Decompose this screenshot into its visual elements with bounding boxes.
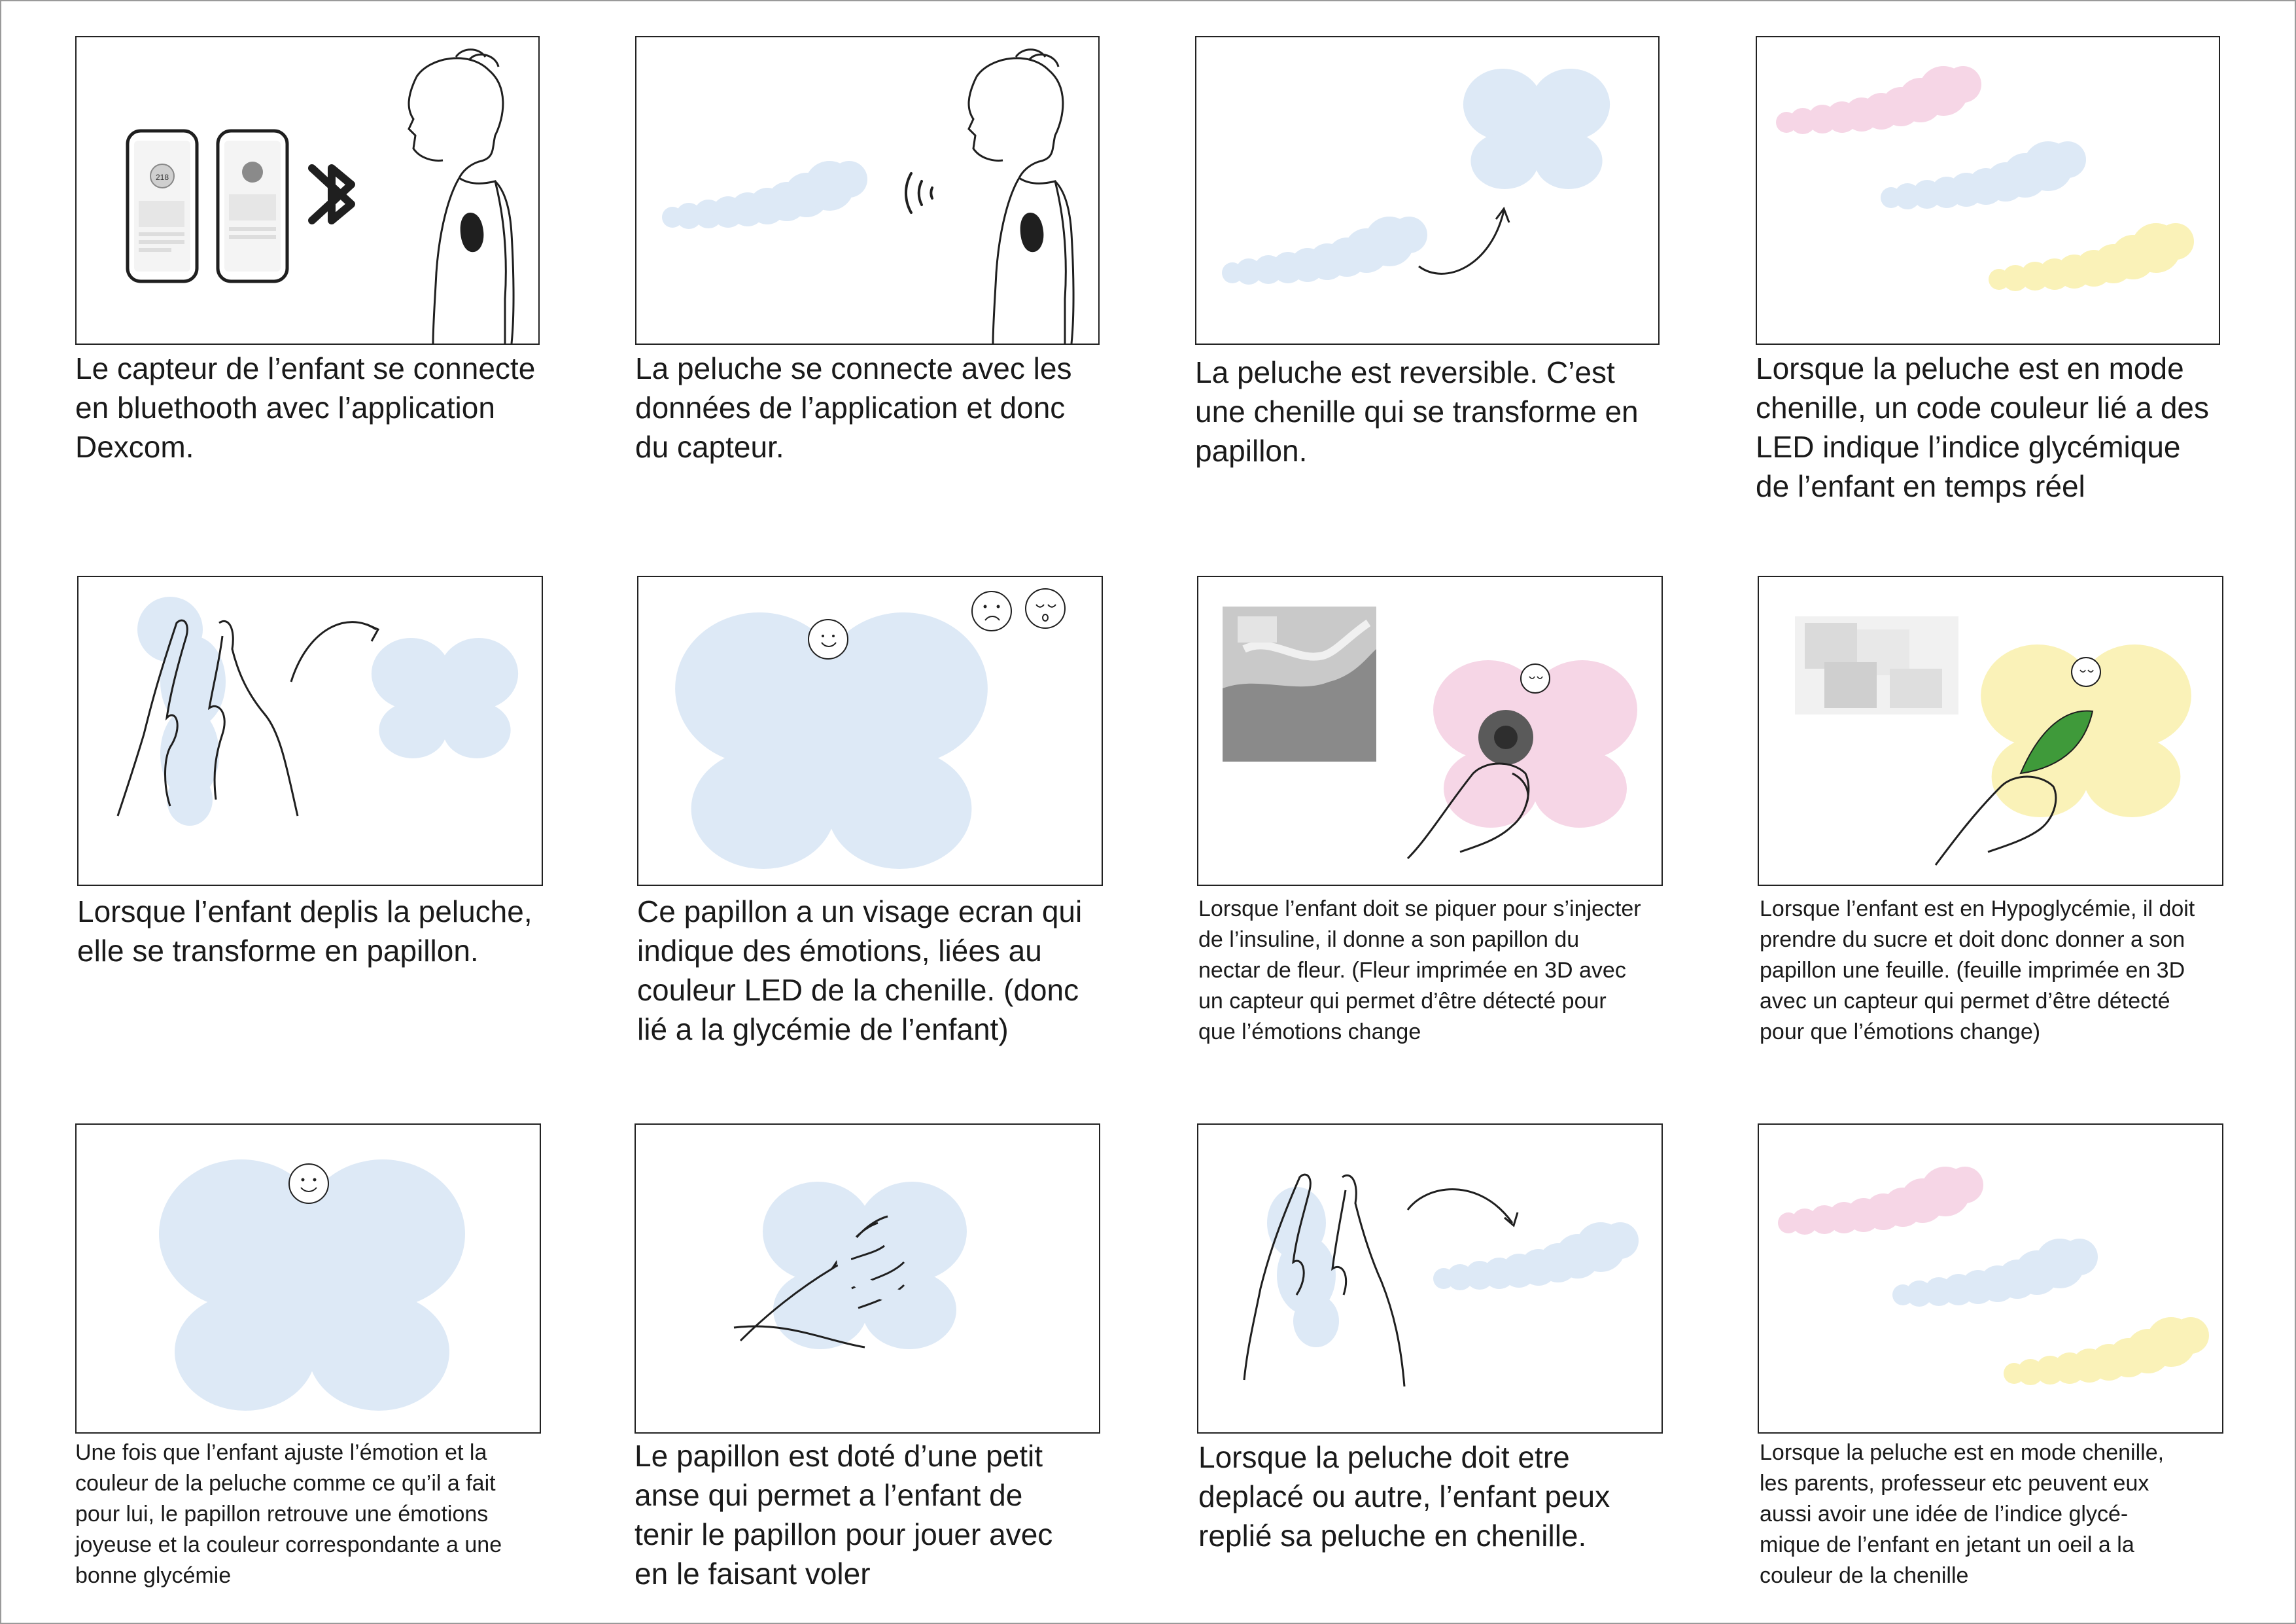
butterfly-plush [1463, 69, 1610, 189]
hand-with-leaf [1934, 710, 2094, 866]
hands-folding [1243, 1173, 1406, 1387]
caterpillar-yellow [2004, 1317, 2209, 1385]
child-with-sensor-illustration [408, 48, 515, 344]
panel-12-illustration [1778, 1167, 2209, 1385]
phone-reading: 218 [156, 173, 169, 182]
caterpillar-behind-hands [1267, 1187, 1339, 1347]
panel-9-caption: Une fois que l’enfant ajuste l’émotion e… [75, 1440, 502, 1588]
butterfly-face-screen [2071, 657, 2101, 687]
panel-7-illustration [1223, 607, 1637, 860]
storyboard-panel-11 [1197, 1123, 1663, 1434]
panel-12-caption: Lorsque la peluche est en mode chenille,… [1760, 1440, 2165, 1588]
insulin-injection-photo [1223, 607, 1376, 762]
panel-6-caption: Ce papillon a un visage ecran qui indiqu… [637, 894, 1083, 1046]
caterpillar-plush [1433, 1222, 1639, 1290]
storyboard-panel-7 [1197, 576, 1663, 886]
storyboard-panel-12 [1758, 1123, 2223, 1434]
hand-with-flower [1406, 710, 1533, 860]
storyboard-panel-5 [77, 576, 543, 886]
curved-arrow-icon [1418, 206, 1510, 275]
panel-2-illustration [662, 48, 1075, 344]
panel-6-illustration [675, 588, 1066, 869]
caterpillar-pink [1776, 66, 1981, 134]
storyboard-panel-3 [1195, 36, 1660, 345]
storyboard-panel-10 [635, 1123, 1100, 1434]
caterpillar-blue [1881, 141, 2086, 209]
butterfly-face-screen [288, 1163, 329, 1204]
storyboard-panel-6 [637, 576, 1103, 886]
sensor-patch [1020, 213, 1044, 253]
smile-mouth [821, 642, 837, 647]
sugar-cubes-photo [1795, 616, 1958, 715]
caterpillar-blue [1892, 1239, 2098, 1307]
storyboard-panel-8 [1758, 576, 2223, 886]
panel-1-illustration: 218 [126, 48, 515, 344]
panel-8-illustration [1795, 616, 2191, 866]
sleepy-face-icon [1025, 588, 1066, 629]
caterpillar-plush [1222, 217, 1427, 285]
sad-face-icon [971, 591, 1012, 631]
caterpillar-yellow [1989, 223, 2194, 291]
panel-4-illustration [1776, 66, 2194, 291]
panel-5-illustration [116, 597, 519, 826]
curved-arrow-icon [1406, 1188, 1519, 1227]
bluetooth-icon [308, 164, 355, 224]
panel-1-caption: Le capteur de l’enfant se connecte en bl… [75, 351, 536, 464]
panel-2-caption: La peluche se connecte avec les données … [635, 351, 1072, 464]
phone-app-icon-2 [216, 129, 289, 283]
signal-waves-icon [904, 172, 933, 214]
strap [836, 1235, 937, 1309]
panel-11-illustration [1243, 1173, 1639, 1387]
panel-3-caption: La peluche est reversible. C’est une che… [1195, 355, 1639, 468]
hand-holding-strap [733, 1215, 905, 1349]
panel-7-caption: Lorsque l’enfant doit se piquer pour s’i… [1198, 896, 1641, 1044]
phone-app-icon: 218 [126, 129, 199, 283]
butterfly-plush [763, 1182, 967, 1349]
panel-8-caption: Lorsque l’enfant est en Hypoglycémie, il… [1760, 896, 2195, 1044]
butterfly-plush [371, 638, 519, 758]
storyboard-panel-1: 218 [75, 36, 540, 345]
panel-11-caption: Lorsque la peluche doit etre deplacé ou … [1198, 1440, 1610, 1553]
panel-10-illustration [733, 1182, 967, 1349]
storyboard-panel-9 [75, 1123, 541, 1434]
butterfly-face-screen [1520, 663, 1550, 694]
storyboard-panel-4 [1756, 36, 2220, 345]
panel-5-caption: Lorsque l’enfant deplis la peluche, elle… [77, 894, 532, 968]
hands-unfolding [116, 619, 299, 817]
storyboard-panel-2 [635, 36, 1100, 345]
panel-9-illustration [159, 1159, 465, 1411]
panel-3-illustration [1222, 69, 1610, 285]
butterfly-face-screen [808, 619, 848, 660]
caterpillar-plush [662, 161, 867, 229]
child-with-sensor-illustration [967, 48, 1075, 344]
panel-10-caption: Le papillon est doté d’une petit anse qu… [635, 1439, 1053, 1591]
sensor-patch [460, 213, 484, 253]
panel-4-caption: Lorsque la peluche est en mode chenille,… [1756, 351, 2210, 503]
caterpillar-pink [1778, 1167, 1983, 1235]
curved-arrow-icon [290, 621, 380, 682]
